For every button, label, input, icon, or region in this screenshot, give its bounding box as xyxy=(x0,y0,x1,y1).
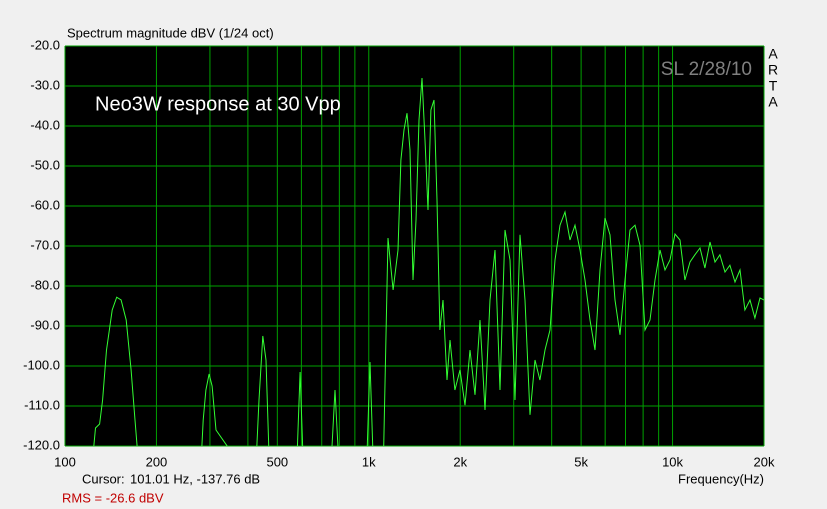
y-tick-label: -70.0 xyxy=(30,237,60,252)
x-tick-label: 100 xyxy=(54,454,76,469)
y-tick-label: -120.0 xyxy=(23,437,60,452)
side-label: A xyxy=(768,94,778,110)
side-label: T xyxy=(769,78,778,94)
spectrum-line xyxy=(93,77,764,446)
side-label: R xyxy=(768,62,778,78)
y-tick-label: -50.0 xyxy=(30,157,60,172)
y-tick-label: -80.0 xyxy=(30,277,60,292)
x-tick-label: 500 xyxy=(266,454,288,469)
x-tick-label: 5k xyxy=(574,454,588,469)
x-tick-label: 1k xyxy=(362,454,376,469)
y-tick-label: -30.0 xyxy=(30,77,60,92)
y-tick-label: -40.0 xyxy=(30,117,60,132)
x-tick-label: 200 xyxy=(146,454,168,469)
x-tick-label: 2k xyxy=(453,454,467,469)
cursor-value: 101.01 Hz, -137.76 dB xyxy=(130,471,260,486)
y-tick-label: -60.0 xyxy=(30,197,60,212)
side-label: A xyxy=(768,46,778,62)
signature: SL 2/28/10 xyxy=(661,59,752,80)
y-tick-label: -20.0 xyxy=(30,37,60,52)
rms-label: RMS = -26.6 dBV xyxy=(62,490,164,505)
annotation: Neo3W response at 30 Vpp xyxy=(95,93,341,115)
x-tick-label: 10k xyxy=(662,454,683,469)
y-tick-label: -110.0 xyxy=(24,397,60,412)
y-tick-label: -100.0 xyxy=(23,357,60,372)
y-tick-label: -90.0 xyxy=(30,317,60,332)
chart-title: Spectrum magnitude dBV (1/24 oct) xyxy=(67,25,274,40)
cursor-label: Cursor: xyxy=(82,471,125,486)
x-axis-label: Frequency(Hz) xyxy=(678,471,764,486)
x-tick-label: 20k xyxy=(754,454,775,469)
